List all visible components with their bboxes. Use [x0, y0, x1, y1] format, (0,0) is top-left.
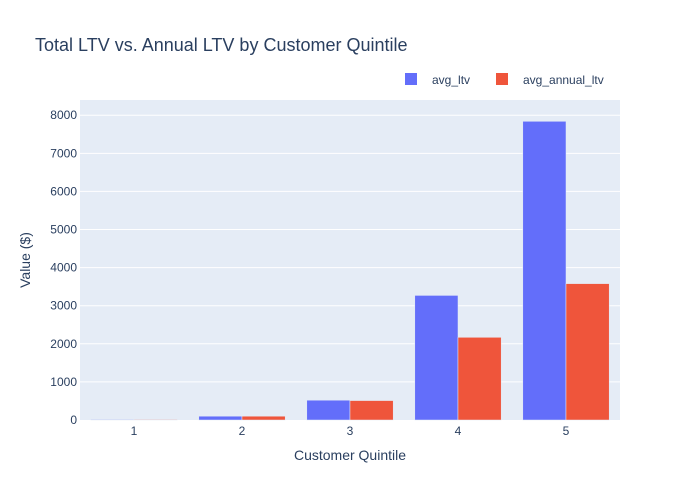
x-tick-label: 3 — [347, 424, 354, 438]
bar-avg_annual_ltv-3 — [349, 400, 394, 421]
bar-avg_annual_ltv-2 — [241, 415, 286, 421]
bar-avg_ltv-1 — [90, 419, 135, 421]
chart-title: Total LTV vs. Annual LTV by Customer Qui… — [35, 35, 408, 55]
legend: avg_ltv avg_annual_ltv — [405, 73, 604, 87]
bar-avg_ltv-3 — [306, 399, 351, 421]
legend-swatch — [405, 73, 417, 85]
y-tick-label: 3000 — [50, 299, 77, 313]
legend-item-avg_ltv[interactable]: avg_ltv — [405, 73, 470, 87]
bar-avg_ltv-2 — [198, 415, 243, 421]
y-tick-label: 8000 — [50, 108, 77, 122]
y-tick-label: 7000 — [50, 146, 77, 160]
y-tick-label: 4000 — [50, 261, 77, 275]
x-axis-title: Customer Quintile — [294, 447, 406, 463]
y-tick-label: 6000 — [50, 184, 77, 198]
bar-avg_annual_ltv-1 — [133, 419, 178, 421]
legend-item-avg_annual_ltv[interactable]: avg_annual_ltv — [496, 73, 604, 87]
y-tick-label: 5000 — [50, 223, 77, 237]
y-axis-title: Value ($) — [17, 232, 33, 288]
y-tick-label: 2000 — [50, 337, 77, 351]
y-tick-label: 1000 — [50, 375, 77, 389]
bar-avg_ltv-4 — [414, 295, 459, 421]
bar-avg_ltv-5 — [522, 121, 567, 421]
x-tick-label: 5 — [563, 424, 570, 438]
legend-swatch — [496, 73, 508, 85]
y-tick-label: 0 — [70, 413, 77, 427]
bar-avg_annual_ltv-5 — [565, 283, 610, 421]
x-tick-label: 1 — [131, 424, 138, 438]
legend-label: avg_ltv — [432, 73, 470, 87]
bars — [90, 121, 610, 421]
x-tick-label: 4 — [455, 424, 462, 438]
bar-avg_annual_ltv-4 — [457, 337, 502, 421]
legend-label: avg_annual_ltv — [523, 73, 604, 87]
x-tick-label: 2 — [239, 424, 246, 438]
x-axis-ticks: 1 2 3 4 5 — [131, 424, 570, 438]
y-axis-ticks: 0 1000 2000 3000 4000 5000 6000 7000 8000 — [50, 108, 77, 427]
